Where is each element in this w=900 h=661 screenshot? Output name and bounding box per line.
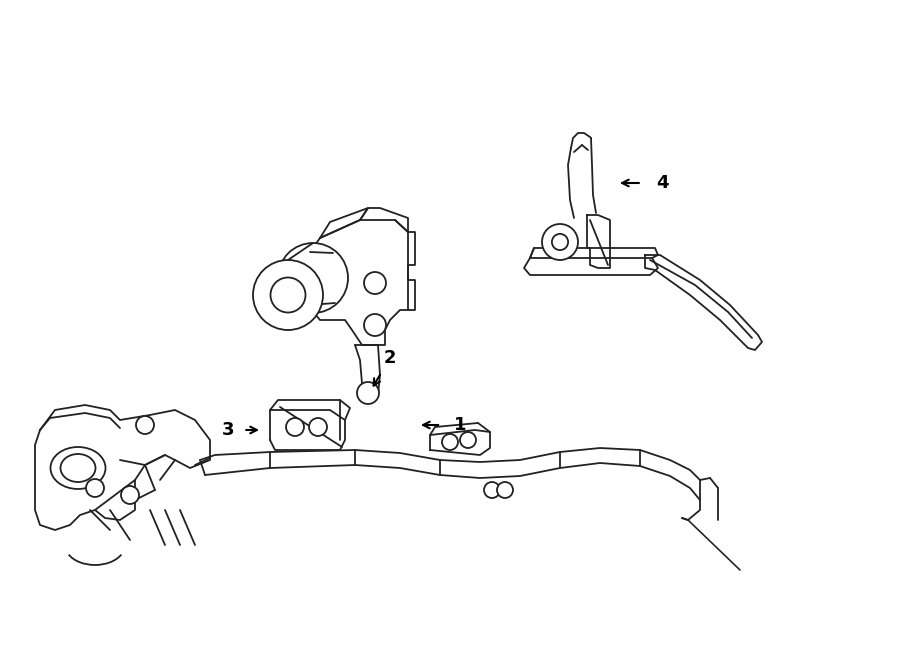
Circle shape xyxy=(497,482,513,498)
Text: 4: 4 xyxy=(656,174,668,192)
Circle shape xyxy=(121,486,139,504)
Text: 2: 2 xyxy=(383,349,396,367)
Circle shape xyxy=(309,418,327,436)
Circle shape xyxy=(460,432,476,448)
Circle shape xyxy=(442,434,458,450)
Ellipse shape xyxy=(50,447,105,489)
Circle shape xyxy=(278,243,348,313)
Text: 1: 1 xyxy=(454,416,466,434)
Circle shape xyxy=(271,278,305,313)
Circle shape xyxy=(286,418,304,436)
Circle shape xyxy=(357,382,379,404)
Circle shape xyxy=(364,314,386,336)
Circle shape xyxy=(136,416,154,434)
Circle shape xyxy=(542,224,578,260)
Circle shape xyxy=(86,479,104,497)
Ellipse shape xyxy=(60,454,95,482)
Text: 3: 3 xyxy=(221,421,234,439)
Circle shape xyxy=(552,234,568,250)
Circle shape xyxy=(364,272,386,294)
Circle shape xyxy=(484,482,500,498)
Circle shape xyxy=(253,260,323,330)
